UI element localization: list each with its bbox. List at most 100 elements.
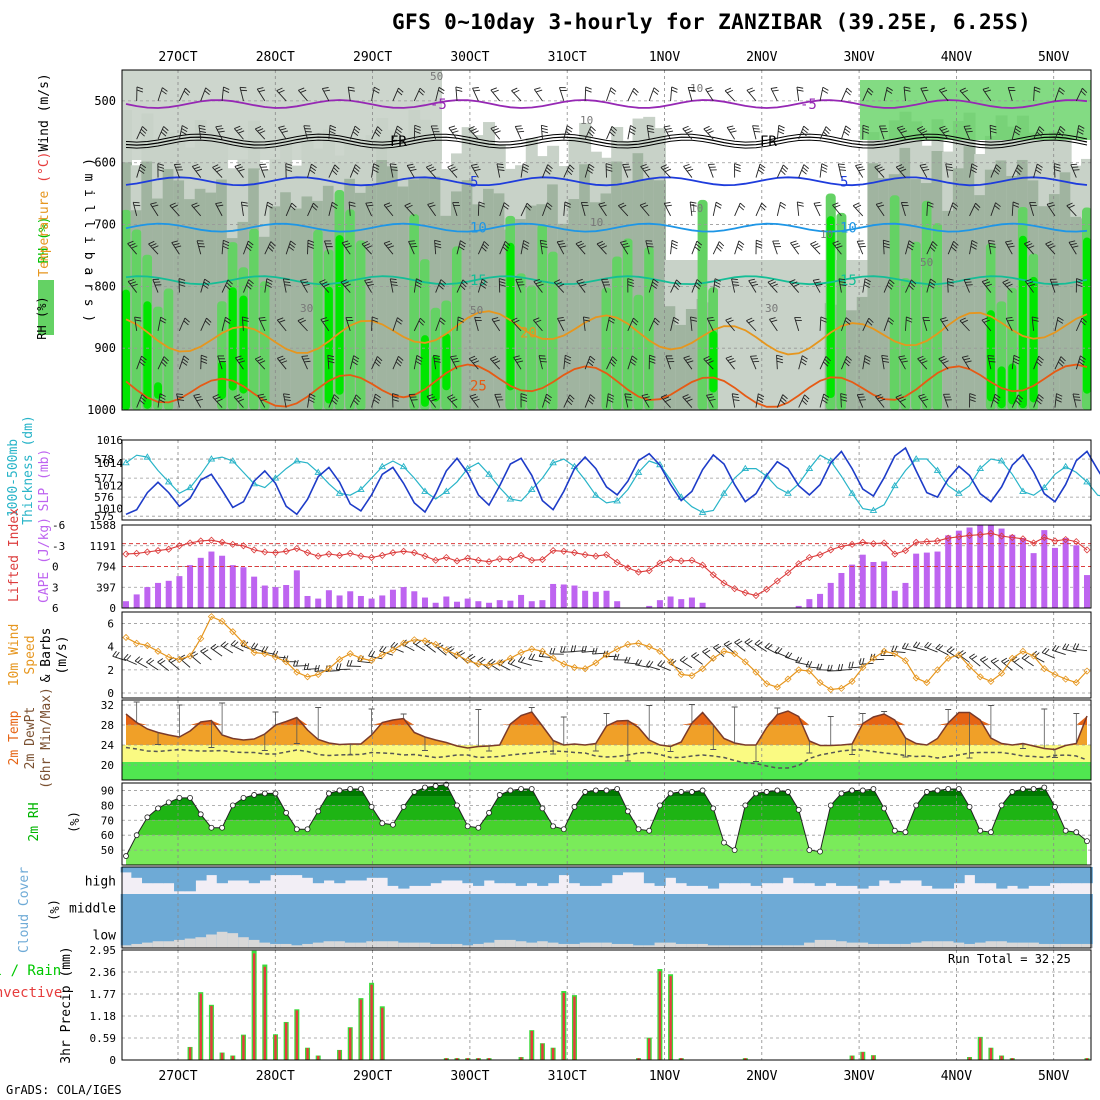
wind-barb-flag <box>163 126 169 131</box>
cloud-high-bar <box>825 867 837 884</box>
cloud-middle-bar <box>163 894 175 921</box>
wind-barb <box>582 316 586 331</box>
wind-barb-flag <box>515 125 522 127</box>
cape-bar <box>336 595 343 608</box>
cape-bar <box>614 601 621 608</box>
wind-barb-flag <box>333 167 339 173</box>
wind-barb-flag <box>159 396 166 400</box>
wind-barb-flag <box>797 204 804 207</box>
cloud-middle-bar <box>1038 894 1051 921</box>
wind-barb <box>276 319 287 332</box>
wind-barb-flag <box>982 278 989 282</box>
wind-barb-flag <box>901 360 908 363</box>
rh-marker <box>859 787 866 794</box>
rh-contour-label: 30 <box>300 302 313 315</box>
wind-barb <box>862 278 866 293</box>
cape-bar <box>998 528 1005 608</box>
wind-barb <box>883 87 888 102</box>
wind-barb-flag <box>193 204 200 208</box>
wind-barb-flag <box>802 397 809 403</box>
wind-barb-flag <box>962 355 969 358</box>
rh-band-green <box>921 200 932 410</box>
cloud-middle-bar <box>697 894 709 921</box>
wind-speed-marker <box>464 657 472 665</box>
wind-barb-flag <box>516 360 524 363</box>
rh-marker <box>731 847 738 853</box>
rh-marker <box>304 826 311 833</box>
wind-barb-flag <box>410 168 417 172</box>
cloud-high-bar <box>707 867 720 889</box>
wind-barb-flag <box>181 125 188 130</box>
lifted-marker <box>976 531 984 539</box>
wind-barb <box>221 279 229 293</box>
wind-barb-flag <box>897 125 904 129</box>
cloud-high-bar <box>1060 867 1072 884</box>
wind-barb <box>169 205 180 217</box>
wind-barb-flag <box>929 246 936 252</box>
wind-barb-flag <box>306 663 310 670</box>
rh-marker <box>550 823 557 830</box>
wind-barb-flag <box>511 317 518 322</box>
precip-conv-bar <box>242 1035 245 1060</box>
wind-barb-flag <box>983 319 990 323</box>
wind-barb-flag <box>638 659 642 666</box>
cloud-low-bar <box>387 921 399 948</box>
wind-barb-flag <box>415 360 422 365</box>
wind-barb <box>217 355 223 370</box>
cape-bar <box>411 591 418 608</box>
cloud-middle-bar <box>376 894 389 921</box>
wind-barb <box>682 396 693 408</box>
precip-conv-bar <box>872 1055 875 1060</box>
rh-band-top-green <box>860 80 1091 140</box>
lifted-marker <box>805 553 813 562</box>
cloud-middle-bar <box>900 894 912 921</box>
wind-barb <box>913 646 927 652</box>
wind-barb-flag <box>1036 163 1043 168</box>
wind-barb <box>879 125 885 140</box>
wind-barb <box>542 393 547 408</box>
wind-speed-marker <box>731 650 739 658</box>
wind-barb <box>371 163 375 178</box>
wind-speed-marker <box>1030 652 1038 660</box>
wind-barb-flag <box>372 169 379 173</box>
wind-barb-flag <box>801 131 807 137</box>
cloud-high-bar <box>195 867 207 881</box>
wind-barb <box>734 240 740 255</box>
wind-barb <box>371 126 378 140</box>
wind-barb-flag <box>196 398 203 402</box>
wind-barb-flag <box>480 284 487 289</box>
wind-barb-flag <box>396 90 403 96</box>
wind-barb <box>789 281 800 293</box>
wind-barb-flag <box>482 243 488 249</box>
wind-barb-flag <box>781 167 787 173</box>
lifted-marker <box>517 551 525 559</box>
cloud-layer-label: high <box>85 875 116 890</box>
slp-ylabel: SLP (mb) <box>37 449 52 512</box>
rh-marker <box>272 790 279 797</box>
wind-barb-flag <box>878 168 885 173</box>
wind-barb <box>648 279 654 293</box>
cloud-low-bar <box>782 921 794 948</box>
wind-barb-flag <box>258 317 266 319</box>
wind-speed-marker <box>741 658 749 666</box>
rh-band-green <box>526 285 537 410</box>
wind-barb-flag <box>917 355 924 360</box>
lifted-marker <box>325 550 333 558</box>
wind-barb <box>706 318 714 332</box>
wind-barb-flag <box>732 396 740 399</box>
cloud-high-bar <box>750 867 762 886</box>
rh-band-green <box>249 228 260 410</box>
wind-speed-marker <box>293 668 301 676</box>
rh-marker <box>710 805 717 812</box>
wind-barb-flag <box>469 393 477 397</box>
cape-bar <box>315 598 322 608</box>
wind-barb-flag <box>684 128 691 132</box>
wind-speed-marker <box>998 669 1006 677</box>
wind-speed-marker <box>1072 679 1080 687</box>
wind-barb-flag <box>1035 169 1042 174</box>
wind-barb-flag <box>438 89 444 94</box>
wind-barb-flag <box>840 393 847 396</box>
wind-barb-flag <box>283 278 290 281</box>
rh-contour-label: 10 <box>590 216 603 229</box>
